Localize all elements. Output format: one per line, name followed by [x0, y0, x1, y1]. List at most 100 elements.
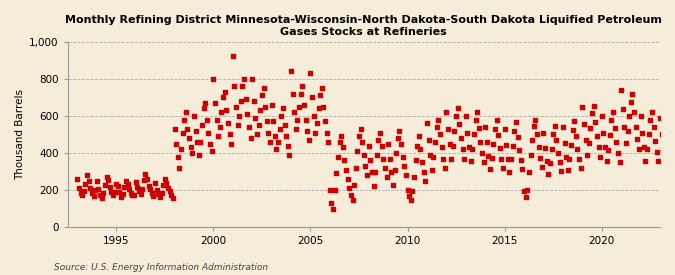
Point — [620, 141, 631, 145]
Point — [582, 153, 593, 157]
Point — [460, 114, 471, 118]
Point — [242, 112, 252, 116]
Point — [564, 156, 575, 161]
Point — [308, 114, 319, 118]
Point — [289, 110, 300, 114]
Point — [449, 128, 460, 133]
Point — [481, 140, 492, 144]
Point — [540, 146, 551, 150]
Point — [323, 140, 333, 144]
Point — [263, 130, 274, 135]
Point — [213, 134, 223, 138]
Point — [297, 84, 308, 88]
Point — [384, 156, 395, 161]
Point — [236, 99, 246, 103]
Point — [375, 130, 385, 135]
Point — [273, 140, 284, 144]
Point — [430, 140, 441, 144]
Point — [387, 182, 398, 187]
Point — [423, 138, 434, 142]
Point — [294, 104, 304, 109]
Point — [252, 132, 263, 137]
Point — [156, 191, 167, 195]
Point — [443, 126, 454, 131]
Point — [155, 194, 165, 199]
Point — [485, 167, 495, 171]
Point — [493, 133, 504, 138]
Point — [614, 160, 625, 164]
Point — [389, 167, 400, 172]
Point — [394, 128, 405, 133]
Point — [634, 147, 645, 152]
Point — [574, 157, 585, 162]
Point — [229, 84, 240, 88]
Point — [90, 188, 101, 192]
Point — [195, 140, 206, 144]
Point — [227, 54, 238, 59]
Point — [192, 140, 202, 144]
Point — [113, 184, 124, 189]
Point — [176, 147, 186, 152]
Point — [292, 117, 303, 122]
Point — [399, 164, 410, 168]
Point — [414, 134, 425, 138]
Point — [298, 103, 309, 107]
Point — [508, 143, 518, 148]
Point — [577, 104, 588, 109]
Point — [408, 175, 419, 179]
Point — [109, 190, 120, 194]
Point — [111, 182, 122, 186]
Point — [158, 183, 169, 188]
Point — [117, 192, 128, 196]
Point — [464, 145, 475, 150]
Point — [371, 153, 382, 157]
Point — [578, 122, 589, 127]
Point — [558, 125, 568, 129]
Point — [535, 155, 545, 160]
Point — [639, 145, 649, 150]
Point — [163, 186, 173, 190]
Point — [585, 126, 596, 130]
Point — [520, 194, 531, 199]
Point — [396, 141, 406, 146]
Point — [671, 151, 675, 156]
Point — [239, 76, 250, 81]
Point — [516, 158, 526, 163]
Point — [530, 117, 541, 122]
Point — [459, 157, 470, 162]
Point — [312, 121, 323, 125]
Point — [334, 140, 345, 144]
Point — [526, 138, 537, 142]
Point — [562, 167, 573, 172]
Point — [159, 177, 170, 181]
Point — [310, 130, 321, 135]
Point — [248, 99, 259, 103]
Point — [237, 84, 248, 88]
Point — [386, 169, 397, 174]
Point — [265, 140, 275, 144]
Point — [225, 141, 236, 146]
Point — [357, 140, 368, 144]
Point — [373, 138, 384, 142]
Point — [174, 166, 185, 170]
Point — [452, 106, 463, 111]
Point — [422, 121, 433, 125]
Point — [137, 186, 148, 191]
Point — [255, 108, 266, 112]
Point — [247, 76, 258, 81]
Point — [446, 156, 456, 161]
Point — [274, 126, 285, 131]
Point — [148, 193, 159, 198]
Point — [653, 159, 664, 164]
Point — [352, 149, 362, 153]
Point — [306, 95, 317, 100]
Point — [549, 124, 560, 128]
Point — [130, 180, 141, 185]
Point — [180, 110, 191, 114]
Point — [207, 149, 217, 153]
Point — [566, 142, 576, 147]
Point — [338, 145, 348, 150]
Point — [95, 192, 105, 197]
Point — [329, 188, 340, 192]
Point — [209, 101, 220, 105]
